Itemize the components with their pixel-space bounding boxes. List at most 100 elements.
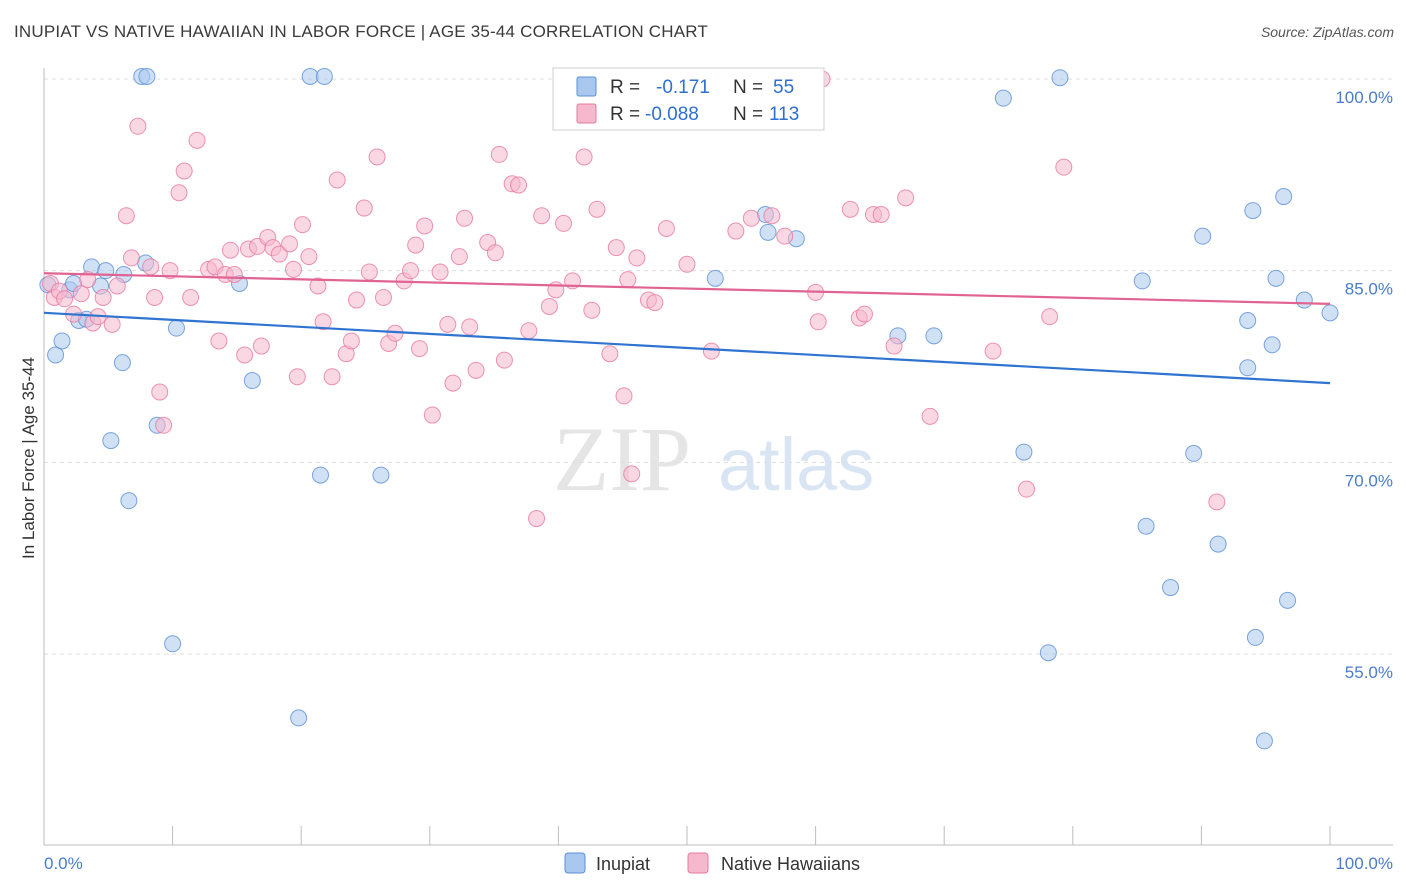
point-1-10 xyxy=(103,315,121,333)
point-0-46 xyxy=(1246,628,1264,646)
point-1-19 xyxy=(161,262,179,280)
point-0-42 xyxy=(1209,535,1227,553)
legend-r-value-0: -0.171 xyxy=(656,77,710,98)
point-1-12 xyxy=(117,207,135,225)
point-1-81 xyxy=(575,148,593,166)
point-1-109 xyxy=(984,342,1002,360)
point-1-79 xyxy=(555,214,573,232)
point-0-1 xyxy=(47,346,65,364)
point-1-92 xyxy=(657,220,675,237)
x-tick-label-0: 0.0% xyxy=(44,854,83,873)
point-1-101 xyxy=(841,200,859,218)
point-0-35 xyxy=(1039,644,1057,662)
point-1-51 xyxy=(368,148,386,166)
point-1-77 xyxy=(540,297,558,315)
point-1-50 xyxy=(360,263,378,281)
chart-title: INUPIAT VS NATIVE HAWAIIAN IN LABOR FORC… xyxy=(14,22,709,41)
point-1-112 xyxy=(1055,158,1073,176)
point-0-9 xyxy=(97,262,115,280)
point-0-29 xyxy=(759,223,777,241)
stats-legend-box xyxy=(552,67,825,131)
point-1-45 xyxy=(328,171,346,189)
point-0-37 xyxy=(1133,272,1151,290)
point-1-20 xyxy=(170,184,188,202)
point-0-12 xyxy=(102,432,120,450)
point-1-95 xyxy=(727,222,745,240)
point-1-91 xyxy=(646,294,664,312)
point-1-73 xyxy=(510,176,528,194)
point-1-105 xyxy=(872,205,890,223)
point-0-26 xyxy=(372,466,390,484)
point-0-11 xyxy=(113,354,131,372)
point-0-25 xyxy=(311,466,329,484)
point-1-38 xyxy=(284,260,302,278)
legend-r-label-0: R = xyxy=(610,77,640,98)
point-1-67 xyxy=(467,361,485,379)
point-0-51 xyxy=(1279,591,1297,609)
point-0-53 xyxy=(1321,304,1339,322)
source-label: Source: ZipAtlas.com xyxy=(1260,24,1394,40)
point-1-111 xyxy=(1041,308,1059,326)
point-0-43 xyxy=(1239,312,1257,329)
point-1-57 xyxy=(407,236,425,254)
legend-n-value-1: 113 xyxy=(769,104,799,125)
y-tick-label-55: 55.0% xyxy=(1345,663,1393,682)
point-1-66 xyxy=(461,318,479,336)
point-1-23 xyxy=(188,131,206,149)
point-1-13 xyxy=(122,249,140,267)
point-1-76 xyxy=(533,207,551,225)
point-1-36 xyxy=(270,245,288,263)
stats-legend: R = -0.171 N = 55 R = -0.088 N = 113 xyxy=(552,67,825,131)
point-1-16 xyxy=(146,289,164,306)
point-1-86 xyxy=(615,387,633,405)
point-0-32 xyxy=(925,327,943,345)
point-1-11 xyxy=(108,277,126,295)
bottom-legend-swatch-native-hawaiians xyxy=(687,852,709,874)
point-0-34 xyxy=(1015,443,1033,461)
point-0-49 xyxy=(1267,269,1285,287)
point-1-21 xyxy=(175,162,193,180)
point-1-87 xyxy=(619,271,637,289)
point-1-88 xyxy=(623,465,641,483)
point-0-13 xyxy=(120,492,138,510)
point-1-103 xyxy=(855,305,873,323)
legend-r-value-1: -0.088 xyxy=(645,104,699,125)
point-1-40 xyxy=(293,216,311,234)
point-1-63 xyxy=(444,374,462,392)
y-tick-label-85: 85.0% xyxy=(1345,280,1393,299)
point-1-52 xyxy=(375,289,393,306)
point-0-44 xyxy=(1239,359,1257,377)
point-1-74 xyxy=(520,322,538,340)
point-1-82 xyxy=(583,301,601,319)
legend-swatch-native-hawaiians xyxy=(576,103,597,124)
point-1-62 xyxy=(439,315,457,333)
point-1-75 xyxy=(528,510,546,528)
point-0-19 xyxy=(167,319,185,337)
point-1-5 xyxy=(72,285,90,303)
point-1-30 xyxy=(236,346,254,364)
x-tick-label-100: 100.0% xyxy=(1335,854,1393,873)
point-1-9 xyxy=(94,289,112,306)
point-1-98 xyxy=(776,227,794,245)
point-1-33 xyxy=(252,337,270,355)
point-1-97 xyxy=(763,207,781,225)
point-1-96 xyxy=(742,209,760,227)
point-1-113 xyxy=(1208,493,1226,511)
point-1-65 xyxy=(456,209,474,227)
point-1-108 xyxy=(921,407,939,425)
legend-n-label-1: N = xyxy=(733,104,763,125)
point-1-47 xyxy=(342,332,360,350)
y-tick-label-70: 70.0% xyxy=(1345,471,1393,490)
point-0-18 xyxy=(164,635,182,653)
watermark: ZIP atlas xyxy=(553,408,874,510)
point-1-48 xyxy=(347,291,365,309)
series-native-hawaiians xyxy=(41,70,1226,528)
point-0-39 xyxy=(1162,579,1180,597)
point-1-28 xyxy=(221,241,239,259)
trend-layer xyxy=(43,272,1331,385)
y-axis-title: In Labor Force | Age 35-44 xyxy=(19,357,38,559)
point-1-59 xyxy=(416,217,434,235)
legend-n-label-0: N = xyxy=(733,77,763,98)
point-1-83 xyxy=(588,200,606,218)
